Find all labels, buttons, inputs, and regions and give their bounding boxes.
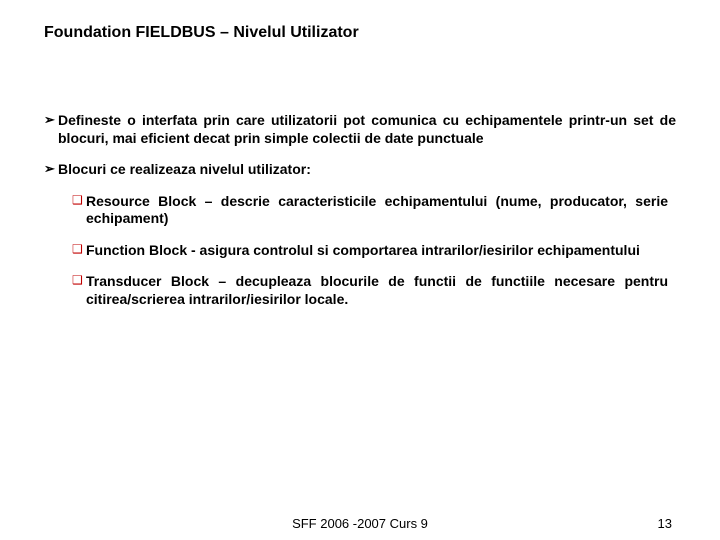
- square-icon: ❑: [72, 273, 86, 289]
- square-icon: ❑: [72, 242, 86, 258]
- square-icon: ❑: [72, 193, 86, 209]
- slide-title: Foundation FIELDBUS – Nivelul Utilizator: [44, 24, 676, 42]
- sub-bullet-item-1: ❑ Resource Block – descrie caracteristic…: [72, 193, 668, 228]
- sub-bullet-text-3: Transducer Block – decupleaza blocurile …: [86, 273, 668, 308]
- arrow-icon: ➢: [44, 161, 58, 177]
- bullet-item-2: ➢ Blocuri ce realizeaza nivelul utilizat…: [44, 161, 676, 179]
- slide: Foundation FIELDBUS – Nivelul Utilizator…: [0, 0, 720, 540]
- arrow-icon: ➢: [44, 112, 58, 128]
- bullet-text-2: Blocuri ce realizeaza nivelul utilizator…: [58, 161, 676, 179]
- sub-bullet-item-2: ❑ Function Block - asigura controlul si …: [72, 242, 668, 260]
- sub-bullet-list: ❑ Resource Block – descrie caracteristic…: [72, 193, 668, 309]
- sub-bullet-text-2: Function Block - asigura controlul si co…: [86, 242, 668, 260]
- footer-center-text: SFF 2006 -2007 Curs 9: [292, 516, 428, 531]
- sub-bullet-item-3: ❑ Transducer Block – decupleaza blocuril…: [72, 273, 668, 308]
- page-number: 13: [658, 516, 672, 531]
- bullet-text-1: Defineste o interfata prin care utilizat…: [58, 112, 676, 147]
- sub-bullet-text-1: Resource Block – descrie caracteristicil…: [86, 193, 668, 228]
- bullet-item-1: ➢ Defineste o interfata prin care utiliz…: [44, 112, 676, 147]
